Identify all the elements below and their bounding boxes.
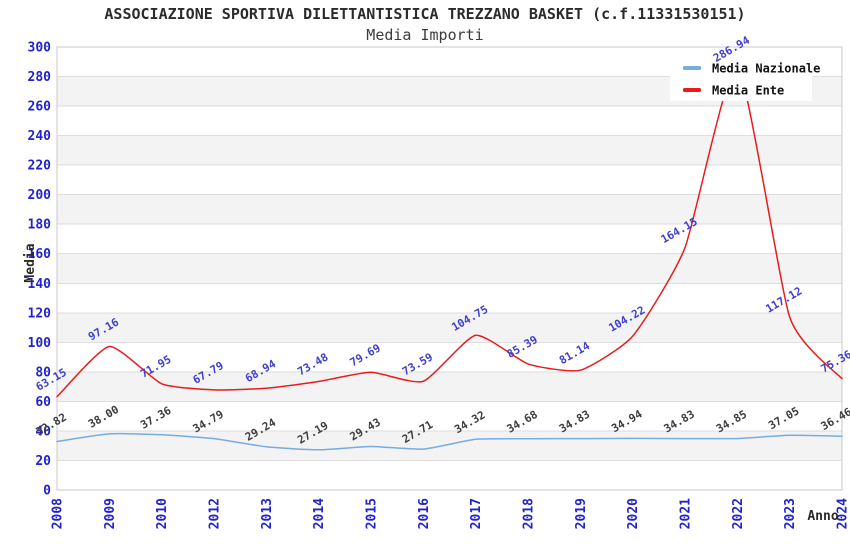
plot-band xyxy=(57,253,842,284)
series-line-media-ente xyxy=(56,65,843,398)
y-tick-label: 160 xyxy=(28,247,52,262)
y-tick-label: 280 xyxy=(28,70,52,85)
data-label: 81.14 xyxy=(557,339,593,367)
y-tick-label: 220 xyxy=(28,159,52,174)
legend-swatch-nazionale xyxy=(683,66,701,70)
y-tick-label: 200 xyxy=(28,188,52,203)
x-axis-title: Anno xyxy=(807,509,838,524)
y-tick-label: 300 xyxy=(28,41,52,56)
y-tick-label: 40 xyxy=(35,424,51,439)
plot-band xyxy=(57,194,842,225)
legend-item-label: Media Ente xyxy=(712,84,784,98)
x-tick-label: 2014 xyxy=(312,498,327,529)
plot-band xyxy=(57,371,842,402)
legend-box xyxy=(670,57,812,101)
y-tick-label: 20 xyxy=(35,454,51,469)
y-tick-label: 120 xyxy=(28,306,52,321)
legend-swatch-ente xyxy=(683,88,701,92)
data-label: 37.05 xyxy=(766,404,801,432)
y-tick-label: 240 xyxy=(28,129,52,144)
y-tick-label: 260 xyxy=(28,100,52,115)
x-tick-label: 2020 xyxy=(626,498,641,529)
y-tick-label: 140 xyxy=(28,277,52,292)
plot-band xyxy=(57,312,842,343)
chart-subtitle: Media Importi xyxy=(366,26,484,44)
y-axis-title: Media xyxy=(23,243,38,282)
x-tick-label: 2009 xyxy=(103,498,118,529)
plot-band xyxy=(57,135,842,166)
x-tick-label: 2015 xyxy=(365,498,380,529)
y-tick-label: 60 xyxy=(35,395,51,410)
x-tick-label: 2010 xyxy=(155,498,170,529)
y-tick-label: 180 xyxy=(28,218,52,233)
x-tick-label: 2019 xyxy=(574,498,589,529)
data-label: 37.36 xyxy=(138,404,174,432)
x-tick-label: 2012 xyxy=(208,498,223,529)
x-tick-label: 2024 xyxy=(836,498,850,529)
x-tick-label: 2016 xyxy=(417,498,432,529)
y-tick-label: 100 xyxy=(28,336,52,351)
x-tick-label: 2008 xyxy=(51,498,66,529)
series-line-media-nazionale xyxy=(56,432,843,451)
x-tick-label: 2013 xyxy=(260,498,275,529)
legend-item-label: Media Nazionale xyxy=(712,62,820,76)
plot-border xyxy=(56,46,843,491)
x-tick-label: 2023 xyxy=(783,498,798,529)
data-label: 38.00 xyxy=(86,403,121,431)
x-tick-label: 2021 xyxy=(679,498,694,529)
data-label: 36.46 xyxy=(819,405,850,433)
y-tick-label: 80 xyxy=(35,365,51,380)
x-tick-label: 2017 xyxy=(469,498,484,529)
x-tick-label: 2018 xyxy=(522,498,537,529)
chart-title: ASSOCIAZIONE SPORTIVA DILETTANTISTICA TR… xyxy=(104,5,746,23)
y-tick-label: 0 xyxy=(43,484,51,499)
data-label: 79.69 xyxy=(348,341,383,369)
x-tick-label: 2022 xyxy=(731,498,746,529)
